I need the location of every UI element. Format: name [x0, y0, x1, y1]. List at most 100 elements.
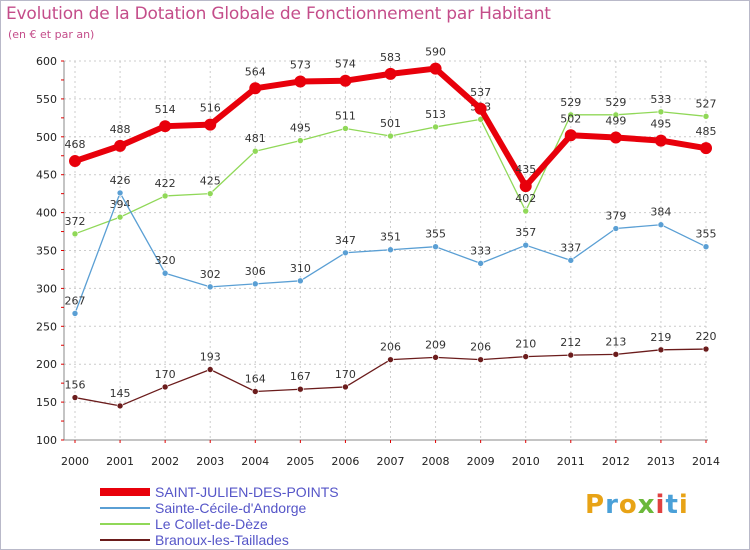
data-point [564, 129, 577, 142]
data-point [249, 82, 262, 95]
data-point [522, 241, 530, 249]
x-tick-label: 2003 [196, 455, 224, 468]
data-point [294, 75, 307, 88]
data-label: 170 [155, 368, 176, 381]
data-label: 573 [290, 58, 311, 71]
legend-label: Sainte-Cécile-d'Andorge [155, 500, 307, 516]
data-label: 212 [560, 336, 581, 349]
data-label: 533 [650, 93, 671, 106]
data-point [702, 243, 710, 251]
data-point [297, 385, 304, 393]
x-tick-label: 2002 [151, 455, 179, 468]
legend-item: Le Collet-de-Dèze [100, 516, 268, 532]
data-label: 527 [696, 97, 717, 110]
y-tick-label: 150 [36, 396, 57, 409]
data-point [702, 345, 710, 353]
data-label: 333 [470, 244, 491, 257]
data-point [384, 67, 397, 80]
logo-letter: i [655, 490, 666, 520]
data-label: 357 [515, 226, 536, 239]
data-point [700, 142, 712, 155]
data-label: 347 [335, 234, 356, 247]
data-point [387, 356, 394, 363]
logo-letter: o [618, 490, 638, 520]
chart-title: Evolution de la Dotation Globale de Fonc… [6, 4, 551, 24]
legend-label: Le Collet-de-Dèze [155, 516, 268, 532]
data-label: 516 [200, 102, 221, 115]
data-label: 337 [560, 241, 581, 254]
x-tick-label: 2000 [61, 455, 89, 468]
data-label: 355 [425, 228, 446, 241]
data-point [69, 155, 81, 168]
data-label: 372 [65, 215, 86, 228]
data-point [297, 277, 304, 285]
series-saint-julien-des-points: 468 488 514 516 564 573 574 583 590 537 435 502 499 4… [65, 46, 717, 193]
data-label: 514 [155, 103, 176, 116]
data-label: 501 [380, 117, 401, 130]
data-label: 425 [200, 175, 221, 188]
data-point [387, 246, 394, 254]
series-branoux-les-taillades: 156 145 170 193 164 167 170 206 209 206 210 212 213 2… [65, 330, 717, 410]
data-label: 156 [65, 379, 86, 392]
data-label: 384 [650, 206, 671, 219]
data-label: 488 [110, 123, 131, 136]
data-point [519, 180, 532, 193]
series-le-collet-de-d-ze: 3723944224254814955115015135234025295295… [65, 93, 717, 238]
data-point [432, 243, 439, 251]
data-label: 351 [380, 231, 401, 244]
data-label: 310 [290, 262, 311, 275]
data-label: 302 [200, 268, 221, 281]
data-label: 402 [515, 192, 536, 205]
data-point [657, 108, 665, 116]
x-tick-label: 2001 [106, 455, 134, 468]
series-sainte-c-cile-d-andorge: 267 426 320 302 306 310 347 351 355 333 357 337 379 3… [65, 174, 717, 317]
logo-letter: r [605, 490, 619, 520]
data-point [432, 123, 439, 131]
data-point [432, 354, 439, 361]
data-point [612, 225, 620, 232]
data-point [251, 280, 259, 288]
y-tick-label: 200 [36, 358, 57, 371]
legend-item: SAINT-JULIEN-DES-POINTS [100, 484, 339, 500]
data-label: 193 [200, 351, 221, 364]
logo-letter: t [665, 490, 679, 520]
y-tick-label: 250 [36, 320, 57, 333]
data-point [116, 213, 124, 221]
data-point [251, 147, 259, 155]
data-point [612, 351, 620, 358]
data-point [206, 366, 214, 373]
data-label: 502 [560, 112, 581, 125]
data-point [474, 102, 487, 115]
logo-letter: P [585, 490, 606, 520]
data-point [114, 139, 127, 152]
data-point [657, 346, 665, 354]
data-point [161, 383, 169, 391]
data-point [612, 111, 620, 119]
data-label: 574 [335, 58, 356, 71]
y-tick-label: 450 [36, 169, 57, 182]
legend-item: Branoux-les-Taillades [100, 532, 289, 548]
data-point [387, 132, 394, 140]
data-point [161, 269, 169, 277]
x-tick-label: 2004 [241, 455, 269, 468]
x-tick-label: 2007 [377, 455, 405, 468]
data-label: 206 [470, 341, 491, 354]
data-point [522, 207, 530, 215]
axes: 100 150 200 250 300 350 400 450 500 550 600 2000 200… [36, 55, 720, 468]
data-point [567, 257, 575, 264]
data-point [702, 113, 710, 120]
proxiti-logo: Proxiti [585, 490, 689, 520]
x-tick-label: 2012 [602, 455, 630, 468]
y-tick-label: 400 [36, 207, 57, 220]
data-label: 590 [425, 46, 446, 59]
data-point [567, 351, 575, 359]
data-label: 355 [696, 228, 717, 241]
x-tick-label: 2008 [422, 455, 450, 468]
data-point [71, 394, 79, 401]
series: 156 145 170 193 164 167 170 206 209 206 210 212 213 2… [65, 46, 717, 410]
data-label: 394 [110, 198, 131, 211]
data-label: 209 [425, 338, 446, 351]
data-point [657, 221, 665, 229]
data-label: 537 [470, 86, 491, 99]
